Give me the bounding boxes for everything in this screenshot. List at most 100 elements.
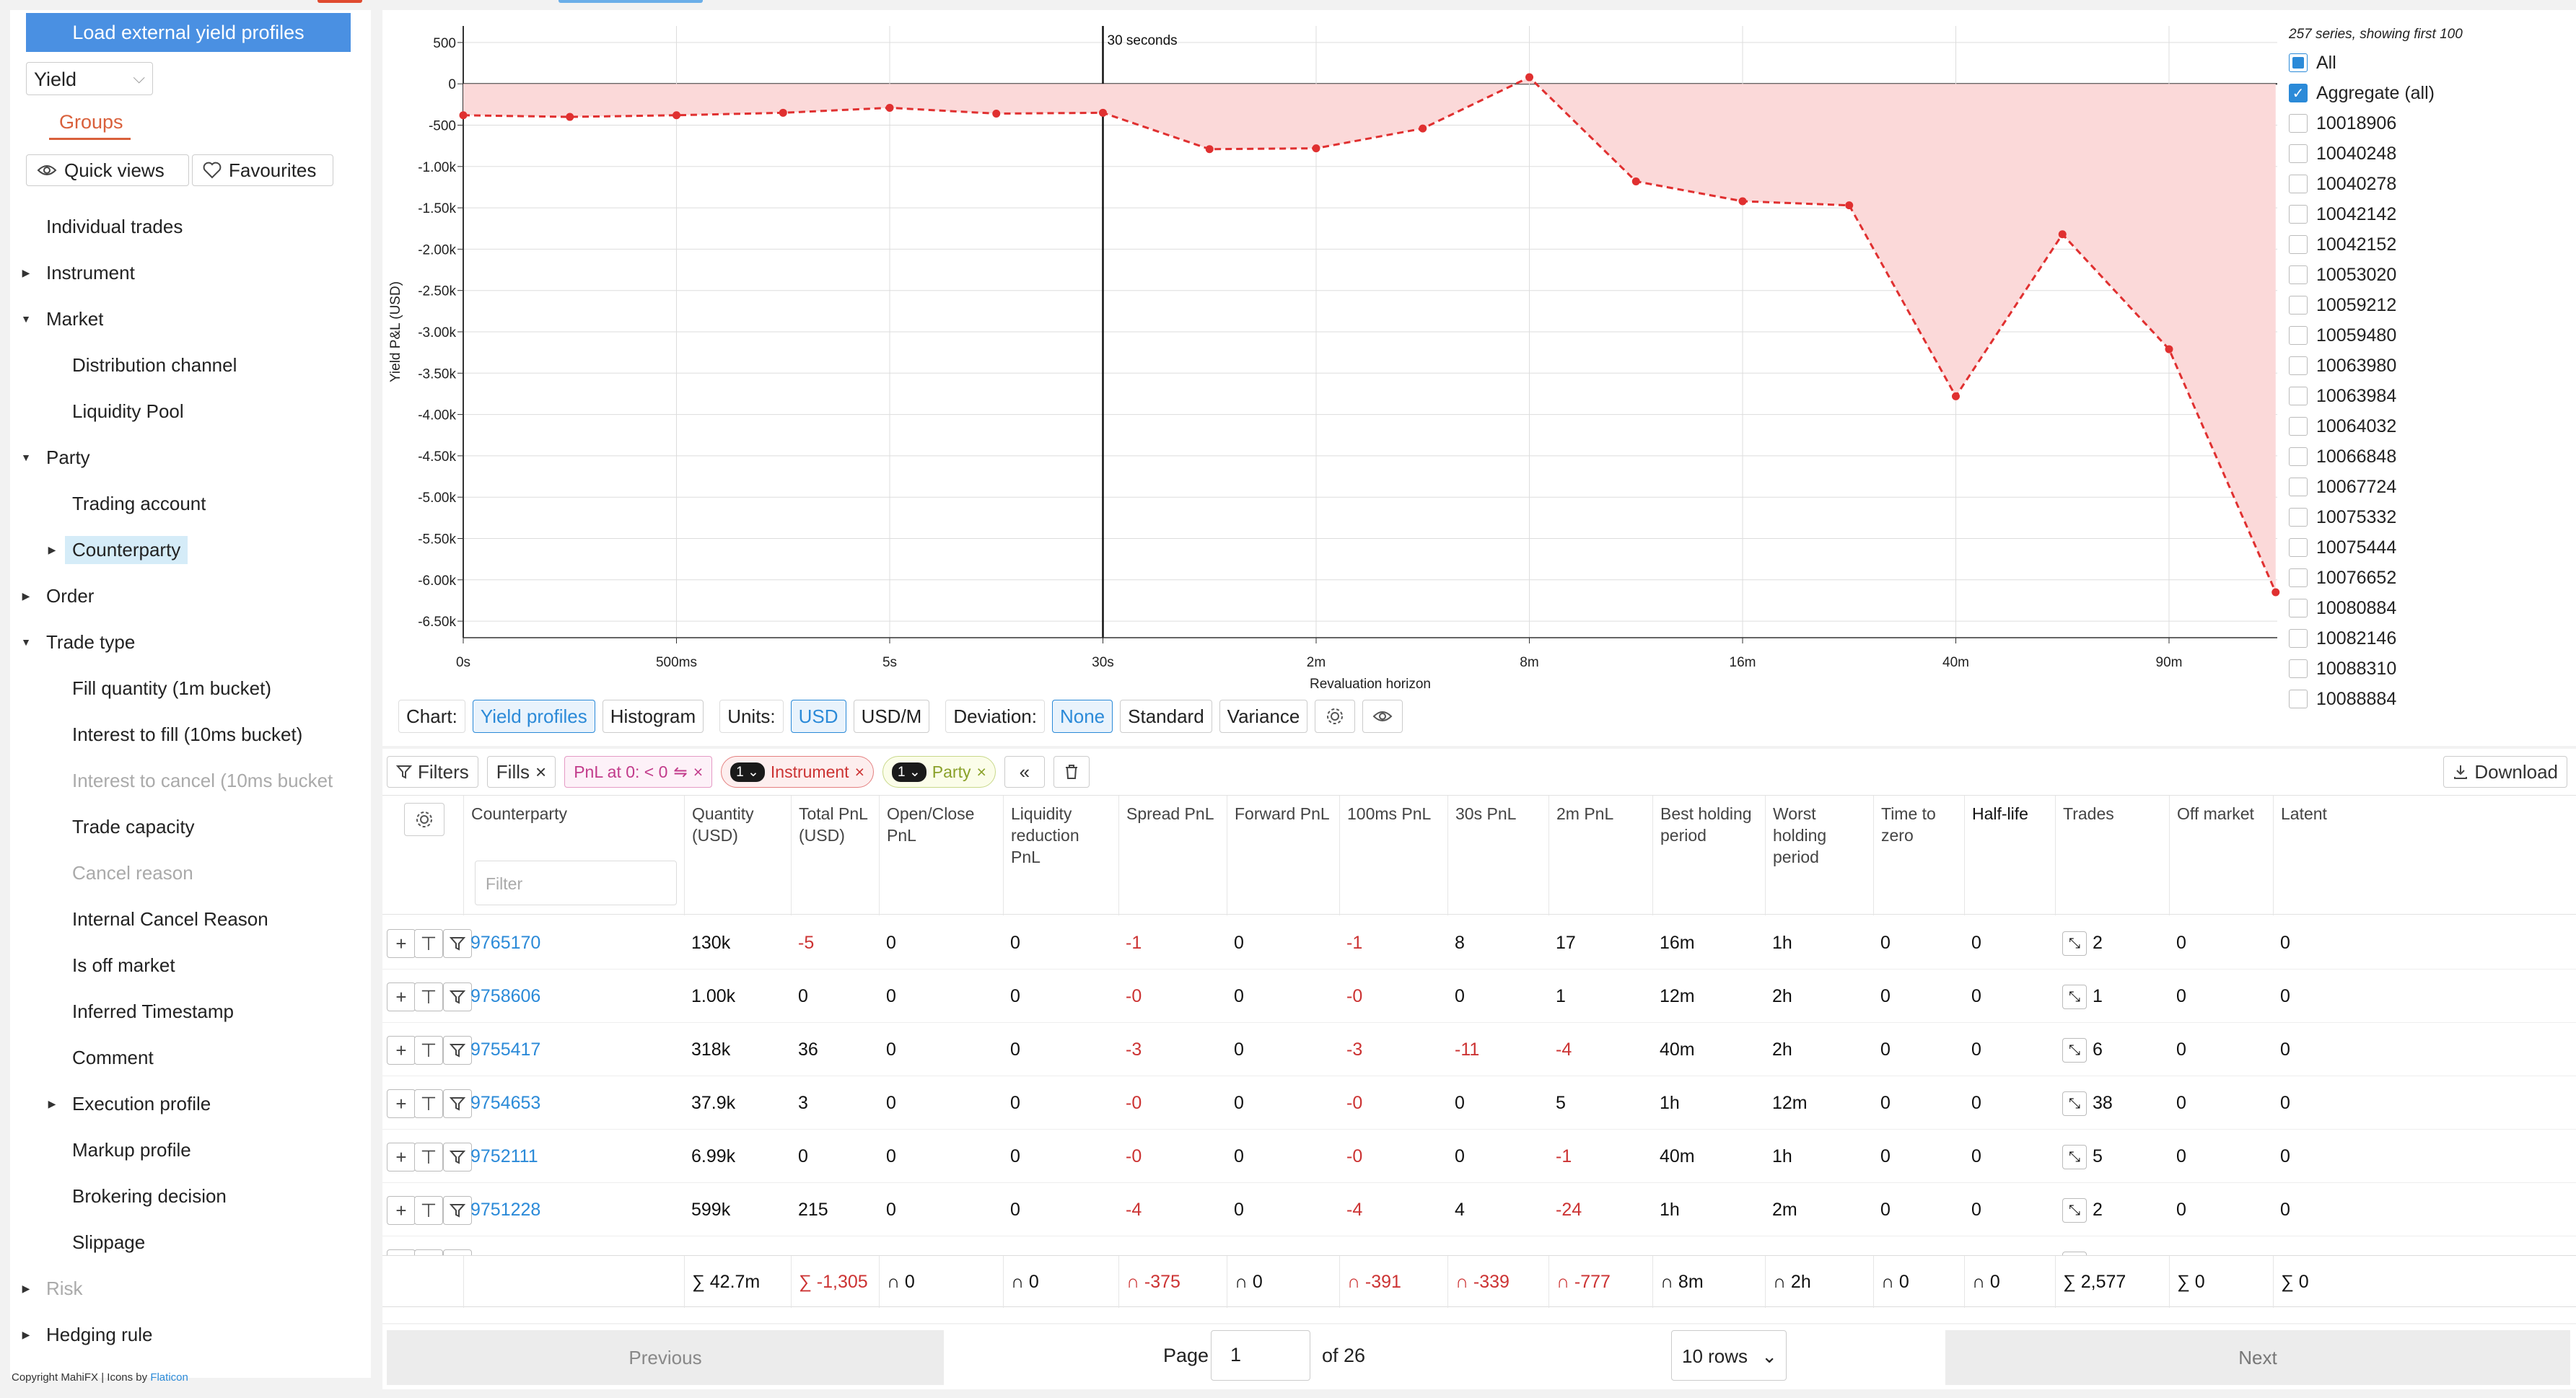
units-option-usd-m[interactable]: USD/M: [853, 700, 930, 733]
checkbox[interactable]: [2289, 690, 2308, 708]
caret-right-icon[interactable]: ▶: [22, 266, 30, 278]
filters-button[interactable]: Filters: [387, 756, 478, 788]
add-row-icon[interactable]: +: [387, 1249, 416, 1255]
checkbox[interactable]: [2289, 144, 2308, 163]
chart-option-yield-profiles[interactable]: Yield profiles: [472, 700, 595, 733]
filter-row-icon[interactable]: [443, 929, 472, 958]
tree-item-counterparty[interactable]: ▶ Counterparty: [10, 527, 371, 573]
caret-right-icon[interactable]: ▶: [22, 1328, 30, 1340]
caret-down-icon[interactable]: ▼: [21, 636, 31, 648]
checkbox[interactable]: [2289, 296, 2308, 315]
add-row-icon[interactable]: +: [387, 982, 416, 1011]
tree-item-internal-cancel-reason[interactable]: Internal Cancel Reason: [10, 896, 371, 942]
legend-item[interactable]: 10076652: [2289, 563, 2570, 593]
filter-row-icon[interactable]: [443, 1036, 472, 1065]
checkbox[interactable]: [2289, 114, 2308, 133]
column-header-30s-pnl[interactable]: 30s PnL: [1447, 796, 1548, 915]
download-button[interactable]: Download: [2443, 756, 2567, 788]
column-header-half-life[interactable]: Half-life: [1964, 796, 2055, 915]
legend-item[interactable]: 10066848: [2289, 441, 2570, 472]
column-header-2m-pnl[interactable]: 2m PnL: [1548, 796, 1652, 915]
checkbox[interactable]: [2289, 326, 2308, 345]
chart-settings-button[interactable]: [1315, 700, 1356, 733]
party-chip-count[interactable]: 1 ⌄: [892, 762, 926, 782]
column-header-liquidity-reduction-pnl[interactable]: Liquidity reduction PnL: [1003, 796, 1118, 915]
checkbox[interactable]: [2289, 478, 2308, 496]
column-header-quantity-usd[interactable]: Quantity (USD): [684, 796, 791, 915]
quick-views-button[interactable]: Quick views: [26, 154, 189, 186]
close-icon[interactable]: ×: [976, 762, 986, 781]
counterparty-filter-input[interactable]: Filter: [475, 861, 677, 905]
counterparty-link[interactable]: 9758606: [470, 986, 541, 1006]
add-row-icon[interactable]: +: [387, 1089, 416, 1118]
legend-item[interactable]: 10040278: [2289, 169, 2570, 199]
counterparty-link[interactable]: 9752111: [470, 1146, 538, 1166]
legend-item[interactable]: 10042152: [2289, 229, 2570, 260]
pin-top-icon[interactable]: ⊤: [414, 1196, 443, 1225]
tree-item-comment[interactable]: Comment: [10, 1034, 371, 1081]
load-external-yield-profiles-button[interactable]: Load external yield profiles: [26, 13, 351, 52]
legend-item[interactable]: 10059212: [2289, 290, 2570, 320]
checkbox[interactable]: [2289, 356, 2308, 375]
checkbox[interactable]: [2289, 568, 2308, 587]
column-header-time-to-zero[interactable]: Time to zero: [1873, 796, 1964, 915]
tree-item-instrument[interactable]: ▶ Instrument: [10, 250, 371, 296]
favourites-button[interactable]: Favourites: [192, 154, 333, 186]
checkbox[interactable]: ✓: [2289, 84, 2308, 102]
tree-item-is-off-market[interactable]: Is off market: [10, 942, 371, 988]
legend-item[interactable]: 10082146: [2289, 623, 2570, 654]
checkbox[interactable]: [2289, 508, 2308, 527]
tree-item-trading-account[interactable]: Trading account: [10, 480, 371, 527]
tree-item-interest-to-cancel-10ms-bucket[interactable]: Interest to cancel (10ms bucket: [10, 757, 371, 804]
column-header-latent[interactable]: Latent: [2273, 796, 2360, 915]
tree-item-market[interactable]: ▼ Market: [10, 296, 371, 342]
legend-item[interactable]: 10042142: [2289, 199, 2570, 229]
tree-item-hedging-rule[interactable]: ▶ Hedging rule: [10, 1311, 371, 1358]
legend-item[interactable]: ✓ Aggregate (all): [2289, 78, 2570, 108]
counterparty-link[interactable]: 9765170: [470, 933, 541, 953]
metric-select[interactable]: Yield ⌵: [26, 62, 153, 95]
tree-item-cancel-reason[interactable]: Cancel reason: [10, 850, 371, 896]
caret-right-icon[interactable]: ▶: [48, 543, 56, 555]
column-header-spread-pnl[interactable]: Spread PnL: [1118, 796, 1227, 915]
expand-trades-icon[interactable]: ⤡: [2062, 1198, 2087, 1223]
expand-trades-icon[interactable]: ⤡: [2062, 931, 2087, 957]
close-icon[interactable]: ×: [693, 762, 704, 781]
legend-item[interactable]: 10088884: [2289, 684, 2570, 714]
collapse-all-button[interactable]: «: [1004, 756, 1045, 788]
pin-top-icon[interactable]: ⊤: [414, 1249, 443, 1255]
checkbox[interactable]: [2289, 417, 2308, 436]
tree-item-markup-profile[interactable]: Markup profile: [10, 1127, 371, 1173]
filter-row-icon[interactable]: [443, 1249, 472, 1255]
counterparty-link[interactable]: 9750473: [463, 1236, 684, 1255]
tree-item-trade-type[interactable]: ▼ Trade type: [10, 619, 371, 665]
counterparty-link[interactable]: 9755417: [470, 1039, 541, 1060]
checkbox[interactable]: [2289, 265, 2308, 284]
column-header-trades[interactable]: Trades: [2055, 796, 2169, 915]
legend-item[interactable]: 10040248: [2289, 139, 2570, 169]
table-settings-button[interactable]: [404, 803, 444, 836]
caret-right-icon[interactable]: ▶: [22, 589, 30, 602]
close-icon[interactable]: ×: [854, 762, 864, 781]
page-number-input[interactable]: 1: [1211, 1330, 1310, 1381]
next-button[interactable]: Next: [1945, 1330, 2570, 1385]
tree-item-fill-quantity-1m-bucket[interactable]: Fill quantity (1m bucket): [10, 665, 371, 711]
legend-item[interactable]: 10063984: [2289, 381, 2570, 411]
column-header-100ms-pnl[interactable]: 100ms PnL: [1339, 796, 1447, 915]
column-header-open-close-pnl[interactable]: Open/Close PnL: [879, 796, 1003, 915]
tree-item-execution-profile[interactable]: ▶ Execution profile: [10, 1081, 371, 1127]
add-row-icon[interactable]: +: [387, 1196, 416, 1225]
swap-icon[interactable]: ⇋: [673, 762, 688, 781]
column-header-off-market[interactable]: Off market: [2169, 796, 2273, 915]
checkbox[interactable]: [2289, 175, 2308, 193]
expand-trades-icon[interactable]: ⤡: [2062, 1038, 2087, 1063]
expand-trades-icon[interactable]: ⤡: [2062, 1091, 2087, 1117]
pin-top-icon[interactable]: ⊤: [414, 982, 443, 1011]
add-row-icon[interactable]: +: [387, 929, 416, 958]
filter-row-icon[interactable]: [443, 1143, 472, 1171]
tree-item-liquidity-pool[interactable]: Liquidity Pool: [10, 388, 371, 434]
pin-top-icon[interactable]: ⊤: [414, 929, 443, 958]
counterparty-link[interactable]: 9754653: [470, 1093, 541, 1113]
column-header-counterparty[interactable]: Counterparty: [463, 796, 684, 915]
instrument-chip-count[interactable]: 1 ⌄: [730, 762, 765, 782]
